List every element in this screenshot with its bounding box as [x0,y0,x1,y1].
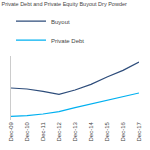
svg-text:Buyout: Buyout [51,19,70,25]
svg-text:Dec-16: Dec-16 [120,122,126,142]
svg-text:Dec-13: Dec-13 [72,122,78,142]
svg-text:Dec-09: Dec-09 [8,122,14,142]
svg-text:Dec-11: Dec-11 [40,122,46,142]
svg-text:Private Debt and Private Equit: Private Debt and Private Equity Buyout D… [2,1,128,7]
svg-text:Dec-12: Dec-12 [56,122,62,142]
svg-text:Dec-15: Dec-15 [104,122,110,142]
svg-text:Dec-17: Dec-17 [136,122,142,142]
svg-text:Dec-10: Dec-10 [24,122,30,142]
svg-text:Dec-14: Dec-14 [88,122,94,142]
svg-text:Private Debt: Private Debt [51,38,84,44]
